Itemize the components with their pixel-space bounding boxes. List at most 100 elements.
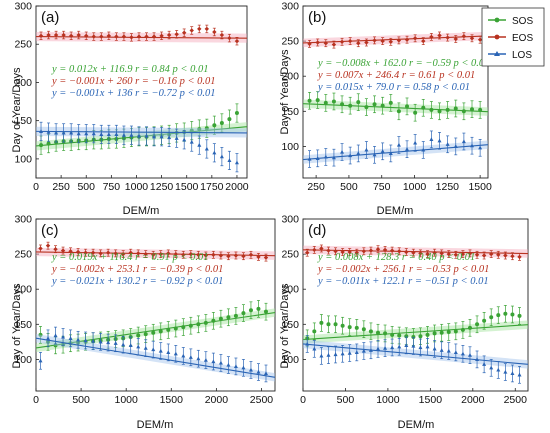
- data-point-eos: [98, 251, 103, 256]
- data-point-los: [482, 362, 487, 366]
- data-point-eos: [159, 33, 164, 39]
- data-point-los: [445, 142, 450, 146]
- x-tick-label: 0: [33, 394, 39, 406]
- x-tick-label: 500: [340, 181, 358, 193]
- y-tick-label: 300: [281, 1, 299, 13]
- data-point-sos: [368, 329, 373, 334]
- data-point-los: [121, 132, 126, 137]
- data-point-sos: [234, 111, 239, 116]
- regression-equation-eos: y = −0.001x + 260 r = −0.16 p < 0.01: [51, 76, 216, 87]
- data-point-sos: [203, 320, 208, 325]
- data-point-eos: [188, 251, 194, 257]
- data-point-eos: [248, 252, 254, 258]
- y-tick-label: 150: [281, 106, 299, 118]
- data-point-sos: [445, 107, 450, 112]
- data-point-sos: [46, 141, 51, 146]
- data-point-sos: [421, 105, 426, 110]
- data-point-eos: [203, 253, 209, 258]
- data-point-eos: [397, 249, 402, 254]
- data-point-eos: [315, 40, 320, 45]
- data-point-sos: [425, 332, 430, 337]
- data-point-los: [331, 155, 336, 160]
- data-point-eos: [151, 252, 156, 258]
- y-tick-label: 200: [14, 284, 32, 296]
- data-point-los: [113, 341, 118, 345]
- data-point-sos: [429, 107, 434, 112]
- data-point-eos: [143, 251, 148, 257]
- x-tick-label: 1750: [200, 181, 224, 193]
- data-point-eos: [404, 249, 409, 255]
- data-point-sos: [418, 334, 423, 339]
- data-point-sos: [376, 330, 380, 335]
- fit-line-sos: [35, 312, 276, 349]
- data-point-los: [333, 352, 338, 357]
- data-point-los: [503, 369, 508, 374]
- data-point-sos: [489, 315, 494, 320]
- data-point-sos: [211, 318, 216, 323]
- data-point-sos: [197, 127, 202, 132]
- data-point-sos: [356, 100, 361, 105]
- data-point-los: [372, 152, 377, 157]
- y-axis-label-bottom-right: Day of Year/Days: [279, 283, 291, 368]
- data-point-los: [404, 343, 409, 347]
- data-point-eos: [114, 34, 119, 39]
- data-point-los: [368, 348, 373, 352]
- data-point-los: [204, 146, 209, 151]
- data-point-los: [439, 348, 444, 352]
- data-point-sos: [263, 309, 268, 314]
- data-point-sos: [372, 102, 377, 107]
- data-point-sos: [39, 143, 44, 148]
- plot-frame: [302, 5, 489, 179]
- x-tick-label: 250: [52, 181, 70, 193]
- data-point-eos: [323, 41, 329, 46]
- regression-equation-eos: y = −0.002x + 256.1 r = −0.53 p < 0.01: [317, 264, 489, 275]
- data-point-eos: [129, 35, 134, 40]
- panel-label: (b): [308, 9, 326, 26]
- data-point-eos: [437, 33, 442, 38]
- data-point-los: [364, 147, 369, 152]
- regression-equation-eos: y = −0.002x + 253.1 r = −0.39 p < 0.01: [51, 264, 223, 275]
- data-point-los: [84, 131, 89, 136]
- data-point-sos: [136, 333, 141, 338]
- data-point-eos: [151, 34, 157, 39]
- data-point-los: [425, 344, 430, 349]
- y-tick-label: 300: [281, 214, 299, 226]
- y-tick-label: 250: [14, 39, 32, 51]
- x-tick-label: 1250: [436, 181, 460, 193]
- data-point-sos: [219, 120, 224, 125]
- data-point-los: [256, 369, 261, 374]
- chart-panels: 0 250 500 750 1000 1250 1500 1750 20001001502002…: [14, 1, 529, 406]
- data-point-sos: [143, 332, 148, 337]
- data-point-eos: [227, 35, 232, 41]
- data-point-los: [411, 343, 416, 348]
- data-point-eos: [241, 254, 246, 259]
- data-point-eos: [211, 252, 216, 258]
- data-point-eos: [90, 250, 96, 255]
- data-point-sos: [482, 318, 487, 323]
- legend-item-eos: EOS: [488, 33, 533, 44]
- data-point-eos: [326, 248, 331, 253]
- data-point-los: [173, 351, 178, 356]
- data-point-sos: [256, 306, 261, 311]
- data-point-los: [233, 364, 238, 369]
- data-point-sos: [333, 322, 338, 327]
- data-point-eos: [412, 36, 418, 41]
- y-tick-label: 300: [14, 214, 32, 226]
- data-point-los: [460, 351, 465, 356]
- data-point-eos: [411, 250, 416, 255]
- data-point-eos: [307, 41, 312, 47]
- data-point-sos: [189, 128, 194, 133]
- data-point-los: [158, 348, 163, 353]
- data-point-los: [383, 345, 388, 350]
- data-point-eos: [380, 38, 385, 44]
- data-point-los: [354, 350, 359, 354]
- data-point-eos: [389, 248, 395, 253]
- x-axis-label-top-left: DEM/m: [123, 205, 160, 217]
- data-point-los: [129, 132, 134, 137]
- data-point-los: [203, 357, 208, 362]
- fit-line-eos: [302, 35, 489, 44]
- data-point-eos: [83, 250, 88, 255]
- data-point-eos: [312, 247, 317, 253]
- data-point-los: [76, 131, 81, 136]
